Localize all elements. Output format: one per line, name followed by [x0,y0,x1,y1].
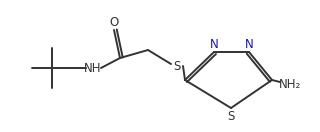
Text: O: O [109,16,119,29]
Text: S: S [227,110,235,122]
Text: S: S [173,60,181,72]
Text: NH: NH [84,62,102,74]
Text: NH₂: NH₂ [279,77,301,91]
Text: N: N [244,39,253,51]
Text: N: N [210,39,218,51]
